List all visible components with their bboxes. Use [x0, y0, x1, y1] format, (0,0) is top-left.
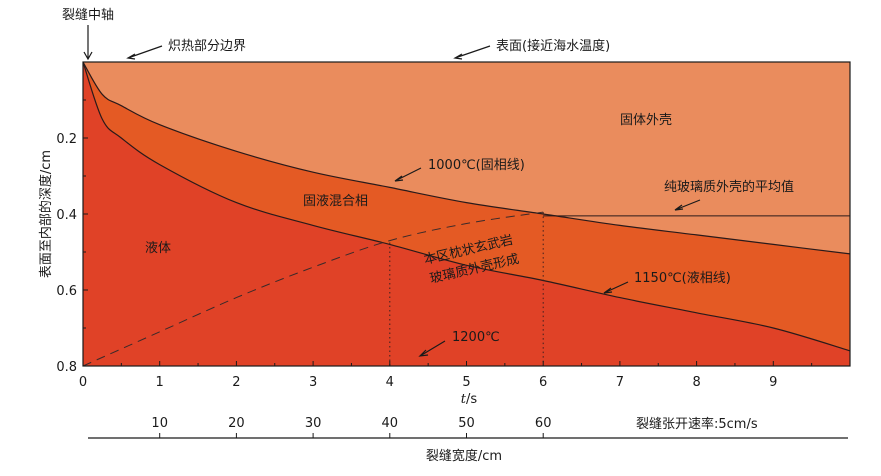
annotation-solidus: 1000℃(固相线): [428, 158, 525, 173]
y-tick-label: 0.6: [56, 284, 77, 299]
secondary-tick-label: 30: [305, 416, 322, 431]
x-tick-label: 7: [616, 375, 624, 390]
annotation-arrow-surface: [453, 45, 491, 60]
series-line-liquidus: [82, 61, 851, 352]
secondary-tick-label: 10: [151, 416, 168, 431]
secondary-tick-label: 60: [535, 416, 552, 431]
annotation-fracture-axis: 裂缝中轴: [62, 8, 114, 23]
secondary-tick-label: 40: [382, 416, 399, 431]
region-liquid: [83, 62, 850, 366]
series-line-1200: [82, 211, 544, 367]
annotation-arrow-solidus: [394, 167, 422, 182]
annotation-liquidus: 1150℃(液相线): [634, 271, 731, 286]
series-line-solidus: [82, 61, 851, 255]
region-label-mixed-phase: 固液混合相: [303, 194, 368, 209]
annotation-arrow-glass-average: [674, 199, 701, 211]
x-tick-label: 4: [386, 375, 394, 390]
x-ticks: 0 1 2 3 4 5 6 7 8 9: [79, 361, 813, 390]
x-tick-label: 1: [156, 375, 164, 390]
y-axis-title: 表面至内部的深度/cm: [38, 150, 54, 278]
annotation-arrow-fracture-axis: [83, 25, 93, 61]
x-axis-var: t: [461, 392, 467, 407]
opening-rate-label: 裂缝张开速率:5cm/s: [636, 416, 758, 432]
annotation-arrow-liquidus: [603, 281, 629, 294]
secondary-tick-label: 50: [458, 416, 475, 431]
x-tick-label: 9: [769, 375, 777, 390]
annotation-1200: 1200℃: [452, 330, 500, 345]
x-tick-label: 5: [462, 375, 470, 390]
region-label-liquid: 液体: [145, 241, 171, 256]
x-axis-title: t/s: [461, 392, 478, 407]
y-tick-label: 0.8: [56, 360, 77, 375]
y-tick-label: 0.2: [56, 132, 77, 147]
secondary-axis-ticks: 10 20 30 40 50 60: [151, 416, 551, 438]
secondary-axis-title: 裂缝宽度/cm: [426, 448, 502, 464]
y-tick-label: 0.4: [56, 208, 77, 223]
annotation-glass-average: 纯玻璃质外壳的平均值: [664, 179, 794, 195]
x-tick-label: 6: [539, 375, 547, 390]
x-tick-label: 3: [309, 375, 317, 390]
x-tick-label: 2: [232, 375, 240, 390]
annotation-hot-boundary: 炽热部分边界: [168, 39, 246, 54]
region-label-solid-crust: 固体外壳: [620, 113, 672, 128]
y-ticks: 0.2 0.4 0.6 0.8: [56, 99, 88, 375]
annotation-arrow-hot-boundary: [126, 45, 163, 60]
annotation-arrow-1200: [418, 340, 446, 357]
x-tick-label: 8: [692, 375, 700, 390]
secondary-tick-label: 20: [228, 416, 245, 431]
x-tick-label: 0: [79, 375, 87, 390]
x-axis-unit: /s: [466, 392, 477, 407]
annotation-surface: 表面(接近海水温度): [496, 38, 610, 54]
